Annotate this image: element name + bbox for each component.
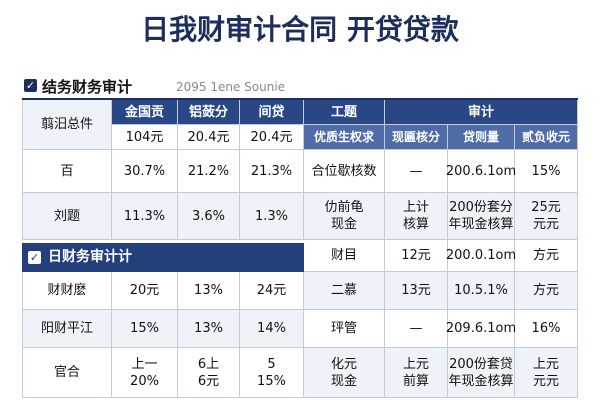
table-cell: 上元 元元 (515, 348, 578, 398)
table-cell: 20.4元 (178, 125, 240, 150)
table-cell: — (385, 150, 448, 193)
table-cell: 11.3% (112, 193, 178, 240)
table-cell: 1.3% (240, 193, 304, 240)
table-cell: 上一 20% (112, 348, 178, 398)
check-icon: ✓ (28, 251, 41, 264)
table-cell: 玶管 (304, 310, 385, 348)
table-cell: 21.2% (178, 150, 240, 193)
table-cell: 200.0.1om (446, 240, 516, 272)
table-cell: 3.6% (178, 193, 240, 240)
table-cell: 贷则量 (448, 125, 515, 150)
table-cell: — (385, 310, 448, 348)
section-label: 结务财务审计 (42, 78, 133, 96)
table-cell: 方元 (515, 240, 578, 272)
table-cell: 13元 (385, 272, 448, 310)
table-cell: 刘题 (22, 193, 112, 240)
table-cell: 百 (22, 150, 112, 193)
source-note: 2095 1ene Sounie (176, 80, 286, 94)
table-cell: 5 15% (240, 348, 304, 398)
table-cell: 6上 6元 (178, 348, 240, 398)
table-cell: 二慕 (304, 272, 385, 310)
table-cell: 官合 (22, 348, 112, 398)
table-cell: 15% (515, 150, 578, 193)
table-cell: 翦汨总件 (22, 100, 112, 150)
table-cell: 贰负收元 (515, 125, 578, 150)
table-cell: 25元 元元 (515, 193, 578, 240)
table-cell: 现匾核分 (385, 125, 448, 150)
table-cell: 30.7% (112, 150, 178, 193)
table-cell: 13% (178, 272, 240, 310)
header-rule (22, 98, 578, 100)
table-cell: 金国贡 (112, 100, 178, 125)
table-cell: 12元 (385, 240, 448, 272)
table-cell: 24元 (240, 272, 304, 310)
table-cell: 工题 (304, 100, 385, 125)
table-cell: 21.3% (240, 150, 304, 193)
table-cell: 财目 (304, 240, 385, 272)
table-cell: 209.6.1om (446, 310, 516, 348)
table-cell: 财财麽 (22, 272, 112, 310)
table-cell: 20元 (112, 272, 178, 310)
table-cell: 优质生权求 (304, 125, 385, 150)
table-cell: 20.4元 (240, 125, 304, 150)
table-cell: 上计 核算 (385, 193, 448, 240)
page-title: 日我财审计合同 开贷贷款 (141, 13, 459, 46)
table-cell: 200份套贷 年现金核算 (448, 348, 515, 398)
table-cell: 审计 (385, 100, 578, 125)
table-cell: 10.5.1% (448, 272, 515, 310)
table-cell: 化元 现金 (304, 348, 385, 398)
table-cell: 15% (112, 310, 178, 348)
table-cell: 阳财平江 (22, 310, 112, 348)
table-cell: 铝蔹分 (178, 100, 240, 125)
check-icon: ✓ (24, 79, 37, 92)
table-cell: 200.6.1om (446, 150, 516, 193)
section-bar: 日财务审计计 (22, 243, 304, 272)
table-cell: 16% (515, 310, 578, 348)
table-cell: 13% (178, 310, 240, 348)
table-cell: 仂前龟 现金 (304, 193, 385, 240)
table-cell: 上元 前算 (385, 348, 448, 398)
section-bar-label: 日财务审计计 (48, 249, 132, 265)
table-cell: 间贷 (240, 100, 304, 125)
table-cell: 14% (240, 310, 304, 348)
table-cell: 合位歇核数 (304, 150, 385, 193)
table-cell: 200份套分 年现金核算 (448, 193, 515, 240)
table-cell: 方元 (515, 272, 578, 310)
table-cell: 104元 (112, 125, 178, 150)
